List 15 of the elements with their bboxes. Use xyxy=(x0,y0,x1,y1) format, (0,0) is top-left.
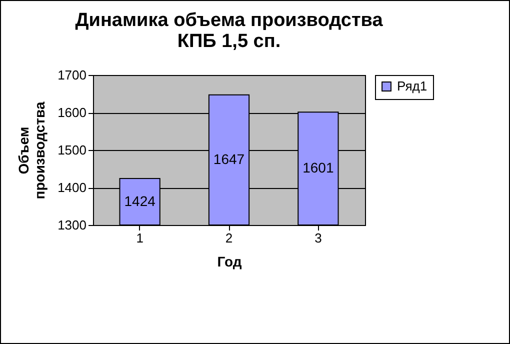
x-tick-label: 2 xyxy=(225,230,233,246)
y-tick-label: 1300 xyxy=(58,218,86,232)
chart-title: Динамика объема производства КПБ 1,5 сп. xyxy=(75,10,384,52)
y-axis-title: Объем производства xyxy=(16,102,48,200)
data-label: 1647 xyxy=(213,150,245,167)
legend-label: Ряд1 xyxy=(397,78,428,94)
y-tick-label: 1700 xyxy=(58,68,86,82)
x-axis-title: Год xyxy=(217,254,242,270)
data-label: 1424 xyxy=(124,192,156,209)
x-tick-label: 3 xyxy=(314,230,322,246)
data-label: 1601 xyxy=(302,160,334,176)
y-tick-label: 1600 xyxy=(58,105,86,120)
x-tick-label: 1 xyxy=(136,230,144,246)
y-tick-label: 1500 xyxy=(58,142,86,158)
y-tick-label: 1400 xyxy=(58,180,86,195)
